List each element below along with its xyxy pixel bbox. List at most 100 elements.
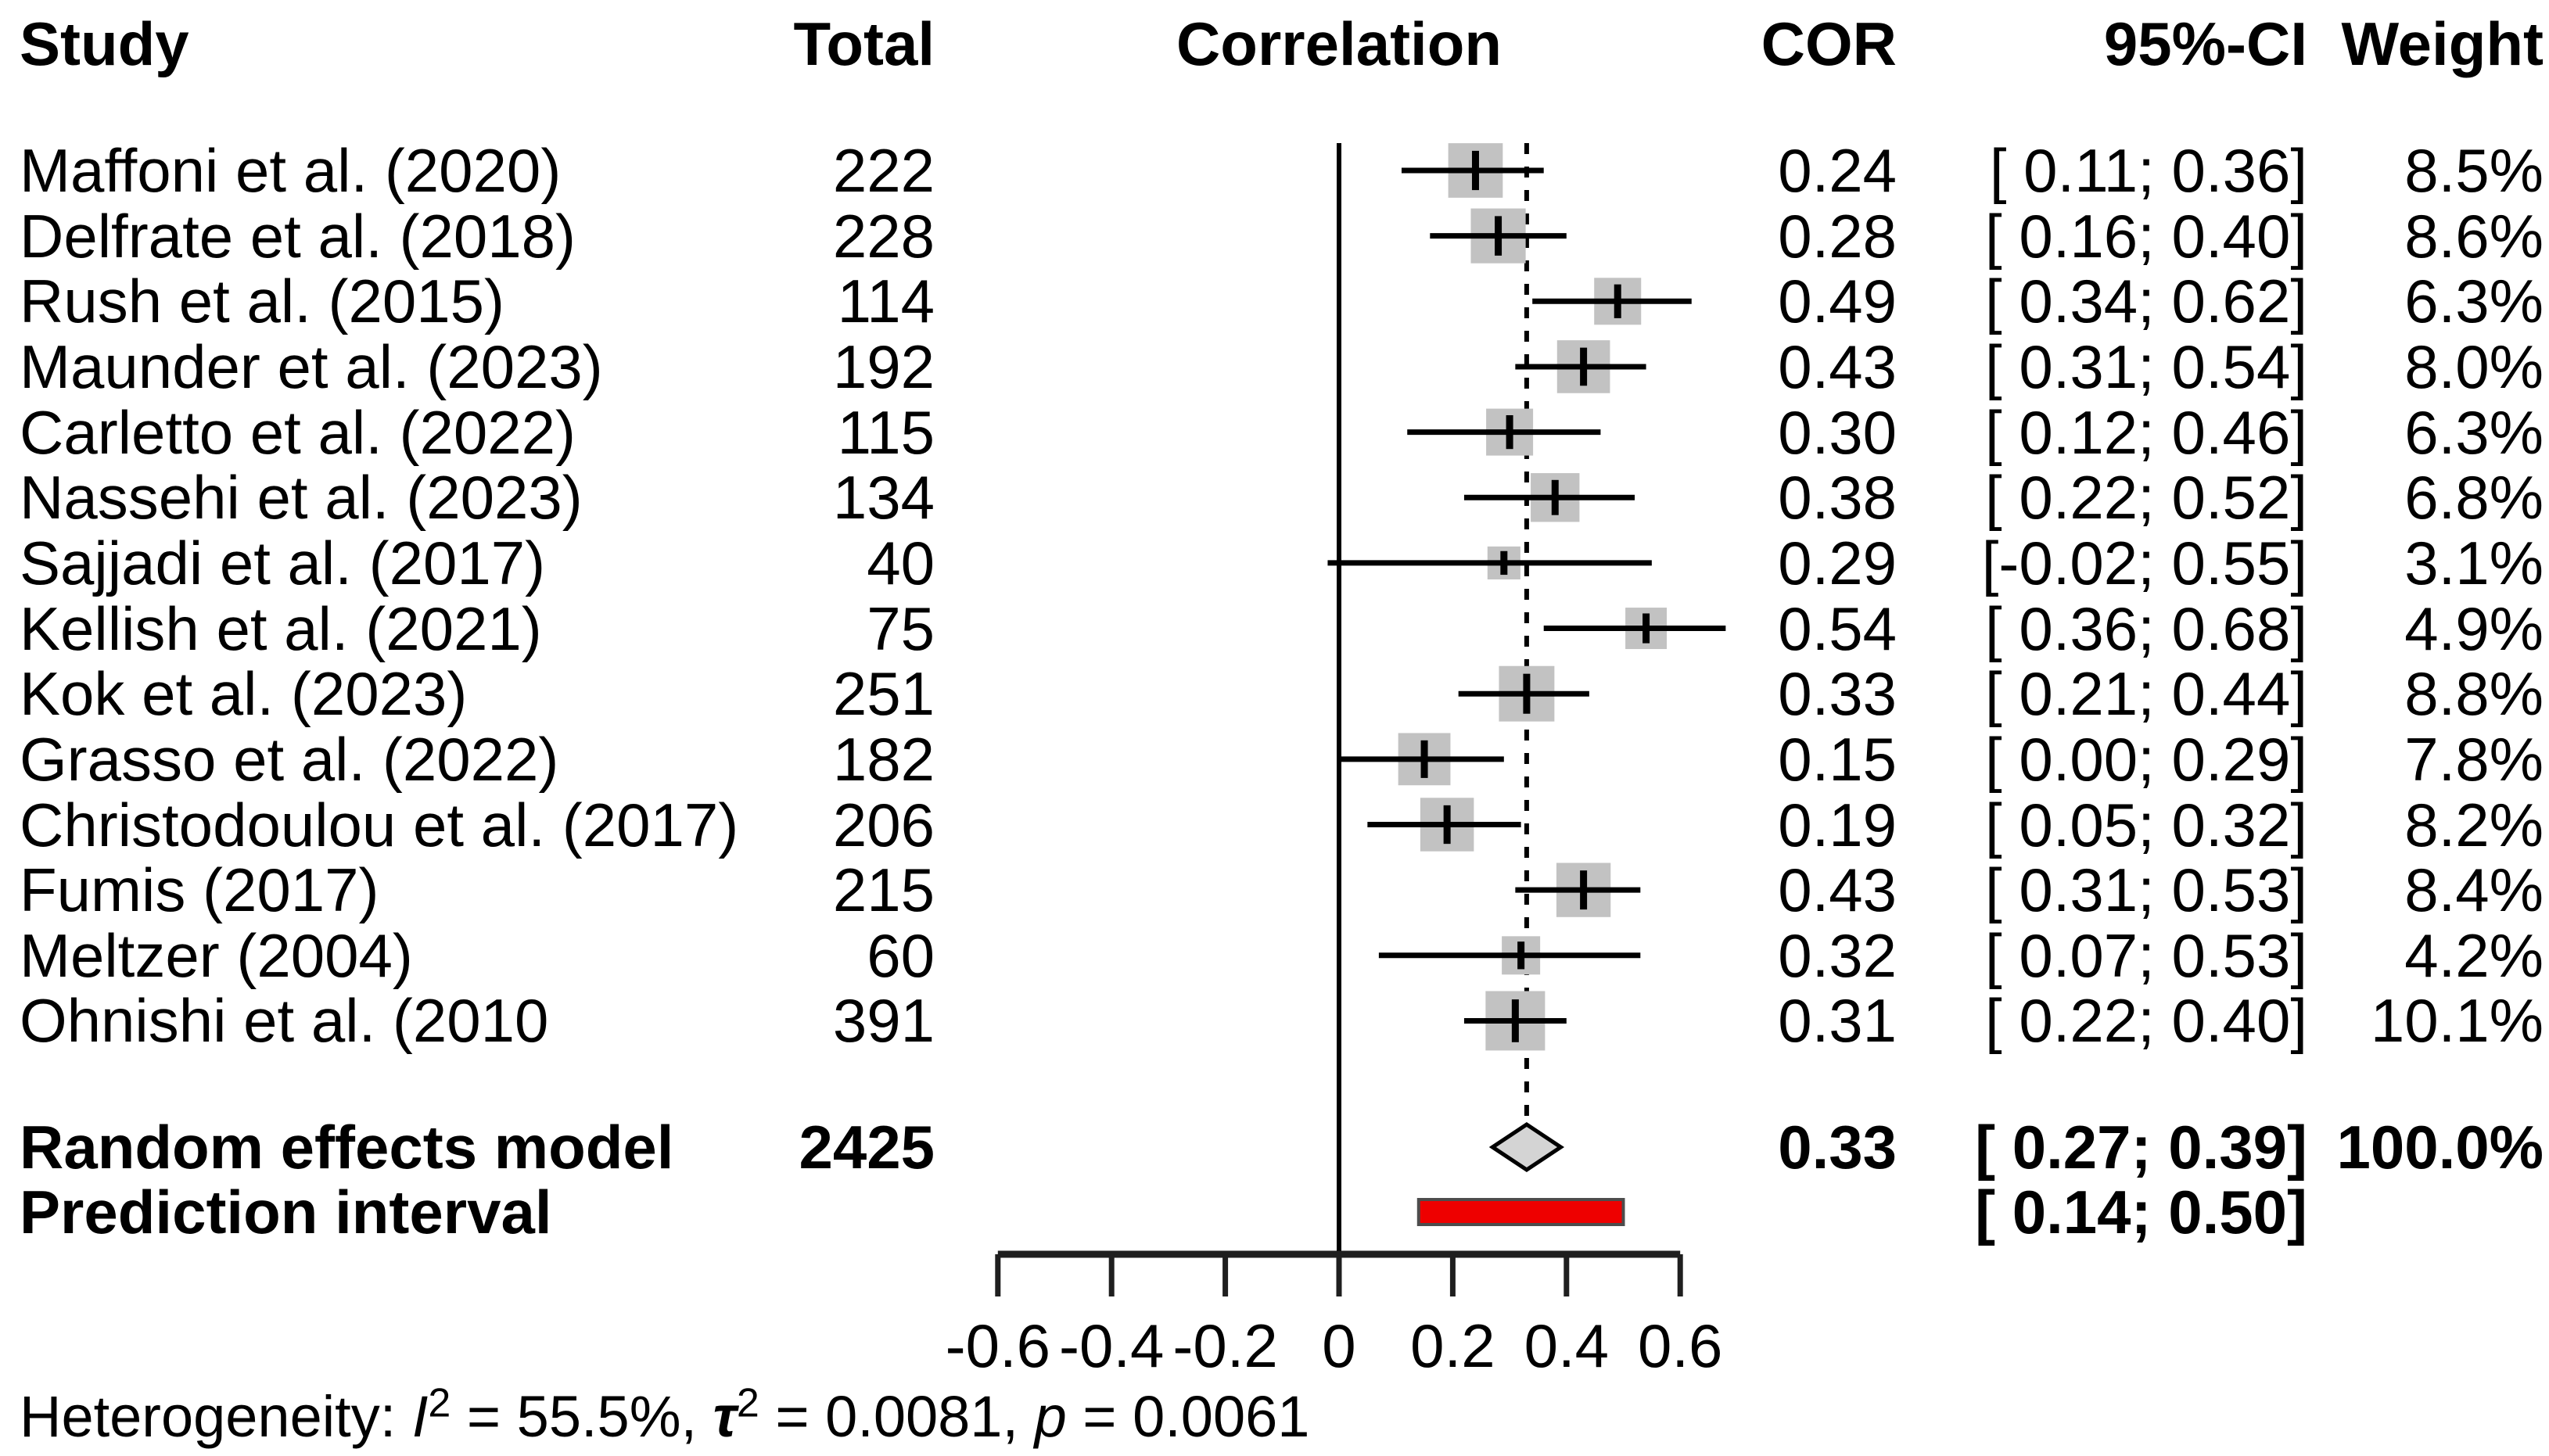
study-cor: 0.43	[1778, 855, 1897, 924]
study-cor: 0.32	[1778, 921, 1897, 990]
point-estimate-tick	[1495, 216, 1502, 256]
study-weight: 8.8%	[2404, 659, 2544, 728]
heterogeneity-segment: 2	[736, 1380, 759, 1426]
axis-tick-label: -0.4	[1059, 1311, 1164, 1380]
study-weight: 10.1%	[2370, 986, 2544, 1055]
pooled-diamond	[1488, 1121, 1565, 1173]
study-total: 251	[832, 659, 935, 728]
heterogeneity-segment: = 0.0061	[1066, 1384, 1310, 1449]
study-ci: [-0.02; 0.55]	[1981, 529, 2307, 597]
study-ci: [ 0.07; 0.53]	[1985, 921, 2307, 990]
study-cor: 0.19	[1778, 791, 1897, 859]
study-cor: 0.38	[1778, 463, 1897, 532]
point-estimate-tick	[1517, 941, 1525, 970]
point-estimate-tick	[1500, 550, 1508, 576]
summary-total: 2425	[799, 1113, 935, 1182]
study-weight: 7.8%	[2404, 725, 2544, 794]
study-weight: 8.0%	[2404, 332, 2544, 401]
study-label: Grasso et al. (2022)	[20, 725, 559, 794]
study-cor: 0.24	[1778, 136, 1897, 205]
study-label: Nassehi et al. (2023)	[20, 463, 583, 532]
study-label: Fumis (2017)	[20, 855, 379, 924]
study-weight: 6.3%	[2404, 267, 2544, 335]
study-label: Kok et al. (2023)	[20, 659, 468, 728]
study-cor: 0.31	[1778, 986, 1897, 1055]
study-total: 182	[832, 725, 935, 794]
study-weight: 4.2%	[2404, 921, 2544, 990]
study-total: 40	[867, 529, 935, 597]
study-cor: 0.54	[1778, 594, 1897, 663]
study-weight: 8.5%	[2404, 136, 2544, 205]
point-estimate-tick	[1511, 999, 1519, 1042]
study-ci: [ 0.11; 0.36]	[1989, 136, 2307, 205]
heterogeneity-segment: Heterogeneity:	[20, 1384, 412, 1449]
axis-tick-label: -0.6	[946, 1311, 1050, 1380]
study-total: 60	[867, 921, 935, 990]
axis-tick-label: -0.2	[1172, 1311, 1277, 1380]
study-cor: 0.29	[1778, 529, 1897, 597]
heterogeneity-segment: p	[1034, 1384, 1067, 1449]
study-ci: [ 0.31; 0.54]	[1985, 332, 2307, 401]
column-header-weight: Weight	[2341, 9, 2544, 78]
study-weight: 3.1%	[2404, 529, 2544, 597]
column-header-correlation: Correlation	[1176, 9, 1502, 78]
point-estimate-tick	[1506, 414, 1513, 450]
point-estimate-tick	[1642, 613, 1650, 644]
study-weight: 4.9%	[2404, 594, 2544, 663]
prediction-label: Prediction interval	[20, 1178, 552, 1246]
study-ci: [ 0.22; 0.40]	[1985, 986, 2307, 1055]
study-total: 228	[832, 202, 935, 271]
heterogeneity-segment: = 0.0081,	[759, 1384, 1035, 1449]
study-ci: [ 0.31; 0.53]	[1985, 855, 2307, 924]
study-weight: 8.6%	[2404, 202, 2544, 271]
study-weight: 8.2%	[2404, 791, 2544, 859]
study-ci: [ 0.34; 0.62]	[1985, 267, 2307, 335]
study-cor: 0.28	[1778, 202, 1897, 271]
study-cor: 0.30	[1778, 398, 1897, 467]
study-label: Kellish et al. (2021)	[20, 594, 542, 663]
study-weight: 6.8%	[2404, 463, 2544, 532]
study-total: 115	[837, 398, 935, 467]
summary-cor: 0.33	[1778, 1113, 1897, 1182]
heterogeneity-stats: Heterogeneity: I2 = 55.5%, τ2 = 0.0081, …	[20, 1382, 1309, 1451]
study-ci: [ 0.00; 0.29]	[1985, 725, 2307, 794]
study-label: Meltzer (2004)	[20, 921, 413, 990]
study-ci: [ 0.12; 0.46]	[1985, 398, 2307, 467]
axis-tick-label: 0.6	[1638, 1311, 1722, 1380]
point-estimate-tick	[1443, 805, 1451, 845]
study-total: 134	[832, 463, 935, 532]
column-header-study: Study	[20, 9, 189, 78]
axis-tick-label: 0	[1322, 1311, 1355, 1380]
heterogeneity-segment: 2	[428, 1380, 451, 1426]
study-weight: 8.4%	[2404, 855, 2544, 924]
study-cor: 0.33	[1778, 659, 1897, 728]
study-total: 192	[832, 332, 935, 401]
study-cor: 0.43	[1778, 332, 1897, 401]
study-label: Carletto et al. (2022)	[20, 398, 576, 467]
point-estimate-tick	[1614, 284, 1621, 318]
point-estimate-tick	[1580, 870, 1588, 910]
study-total: 114	[837, 267, 935, 335]
axis-tick-label: 0.2	[1410, 1311, 1495, 1380]
axis-tick-label: 0.4	[1524, 1311, 1609, 1380]
column-header-cor: COR	[1761, 9, 1897, 78]
point-estimate-tick	[1580, 347, 1588, 386]
summary-label: Random effects model	[20, 1113, 674, 1182]
point-estimate-tick	[1523, 673, 1531, 714]
study-weight: 6.3%	[2404, 398, 2544, 467]
heterogeneity-segment: τ	[713, 1384, 737, 1449]
study-label: Rush et al. (2015)	[20, 267, 505, 335]
study-ci: [ 0.05; 0.32]	[1985, 791, 2307, 859]
study-total: 222	[832, 136, 935, 205]
study-ci: [ 0.21; 0.44]	[1985, 659, 2307, 728]
study-label: Ohnishi et al. (2010	[20, 986, 549, 1055]
study-label: Christodoulou et al. (2017)	[20, 791, 739, 859]
study-label: Maunder et al. (2023)	[20, 332, 603, 401]
study-total: 391	[832, 986, 935, 1055]
column-header-ci: 95%-CI	[2103, 9, 2307, 78]
point-estimate-tick	[1471, 150, 1479, 191]
point-estimate-tick	[1551, 479, 1559, 515]
study-label: Sajjadi et al. (2017)	[20, 529, 546, 597]
